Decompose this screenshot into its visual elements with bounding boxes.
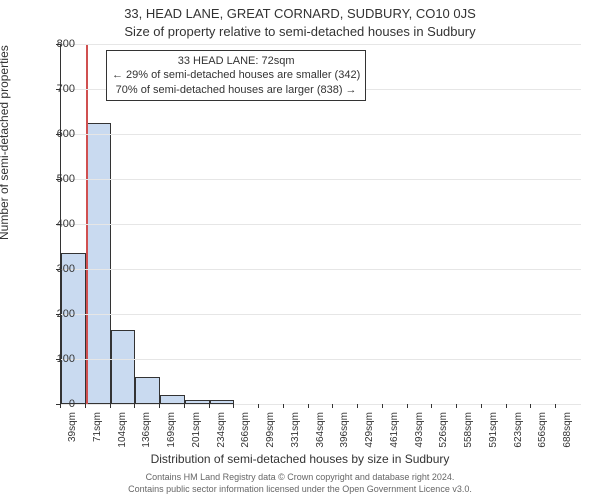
gridline	[61, 134, 581, 135]
xtick-label: 169sqm	[166, 412, 177, 452]
ytick-label: 800	[35, 38, 75, 50]
xtick-label: 493sqm	[414, 412, 425, 452]
xtick-label: 299sqm	[265, 412, 276, 452]
xtick-mark	[357, 404, 358, 408]
xtick-mark	[456, 404, 457, 408]
xtick-mark	[85, 404, 86, 408]
bar	[111, 330, 136, 404]
xtick-mark	[308, 404, 309, 408]
xtick-label: 396sqm	[339, 412, 350, 452]
gridline	[61, 359, 581, 360]
xtick-mark	[555, 404, 556, 408]
ytick-label: 700	[35, 83, 75, 95]
annotation-box: 33 HEAD LANE: 72sqm← 29% of semi-detache…	[106, 50, 366, 101]
xtick-label: 201sqm	[191, 412, 202, 452]
xtick-mark	[258, 404, 259, 408]
xtick-mark	[407, 404, 408, 408]
xtick-mark	[506, 404, 507, 408]
gridline	[61, 269, 581, 270]
xtick-label: 558sqm	[463, 412, 474, 452]
xtick-label: 526sqm	[438, 412, 449, 452]
chart-title-line1: 33, HEAD LANE, GREAT CORNARD, SUDBURY, C…	[0, 6, 600, 21]
xtick-mark	[431, 404, 432, 408]
xtick-label: 71sqm	[92, 412, 103, 452]
gridline	[61, 44, 581, 45]
annotation-line1: 33 HEAD LANE: 72sqm	[112, 54, 360, 68]
ytick-label: 200	[35, 308, 75, 320]
xtick-mark	[184, 404, 185, 408]
xtick-label: 656sqm	[537, 412, 548, 452]
gridline	[61, 179, 581, 180]
footer-line2: Contains public sector information licen…	[0, 484, 600, 494]
histogram-chart: 33, HEAD LANE, GREAT CORNARD, SUDBURY, C…	[0, 0, 600, 500]
ytick-label: 500	[35, 173, 75, 185]
ytick-label: 100	[35, 353, 75, 365]
xtick-mark	[530, 404, 531, 408]
xtick-label: 331sqm	[290, 412, 301, 452]
xtick-mark	[209, 404, 210, 408]
gridline	[61, 224, 581, 225]
x-axis-label: Distribution of semi-detached houses by …	[0, 452, 600, 466]
xtick-label: 364sqm	[315, 412, 326, 452]
xtick-label: 461sqm	[389, 412, 400, 452]
xtick-label: 39sqm	[67, 412, 78, 452]
xtick-mark	[382, 404, 383, 408]
xtick-mark	[134, 404, 135, 408]
xtick-label: 429sqm	[364, 412, 375, 452]
xtick-label: 266sqm	[240, 412, 251, 452]
ytick-label: 400	[35, 218, 75, 230]
chart-title-line2: Size of property relative to semi-detach…	[0, 24, 600, 39]
ytick-label: 0	[35, 398, 75, 410]
xtick-mark	[110, 404, 111, 408]
xtick-label: 104sqm	[117, 412, 128, 452]
footer-line1: Contains HM Land Registry data © Crown c…	[0, 472, 600, 482]
xtick-mark	[332, 404, 333, 408]
xtick-label: 688sqm	[562, 412, 573, 452]
y-axis-label: Number of semi-detached properties	[0, 45, 11, 240]
annotation-line2: ← 29% of semi-detached houses are smalle…	[112, 68, 360, 82]
xtick-label: 623sqm	[513, 412, 524, 452]
gridline	[61, 404, 581, 405]
ytick-label: 300	[35, 263, 75, 275]
xtick-mark	[159, 404, 160, 408]
bar	[160, 395, 185, 404]
bar	[135, 377, 160, 404]
xtick-mark	[60, 404, 61, 408]
ytick-label: 600	[35, 128, 75, 140]
gridline	[61, 314, 581, 315]
xtick-mark	[283, 404, 284, 408]
bar	[86, 123, 111, 404]
xtick-mark	[233, 404, 234, 408]
annotation-line3: 70% of semi-detached houses are larger (…	[112, 83, 360, 97]
xtick-label: 136sqm	[141, 412, 152, 452]
xtick-label: 234sqm	[216, 412, 227, 452]
xtick-mark	[481, 404, 482, 408]
bar	[61, 253, 86, 404]
xtick-label: 591sqm	[488, 412, 499, 452]
